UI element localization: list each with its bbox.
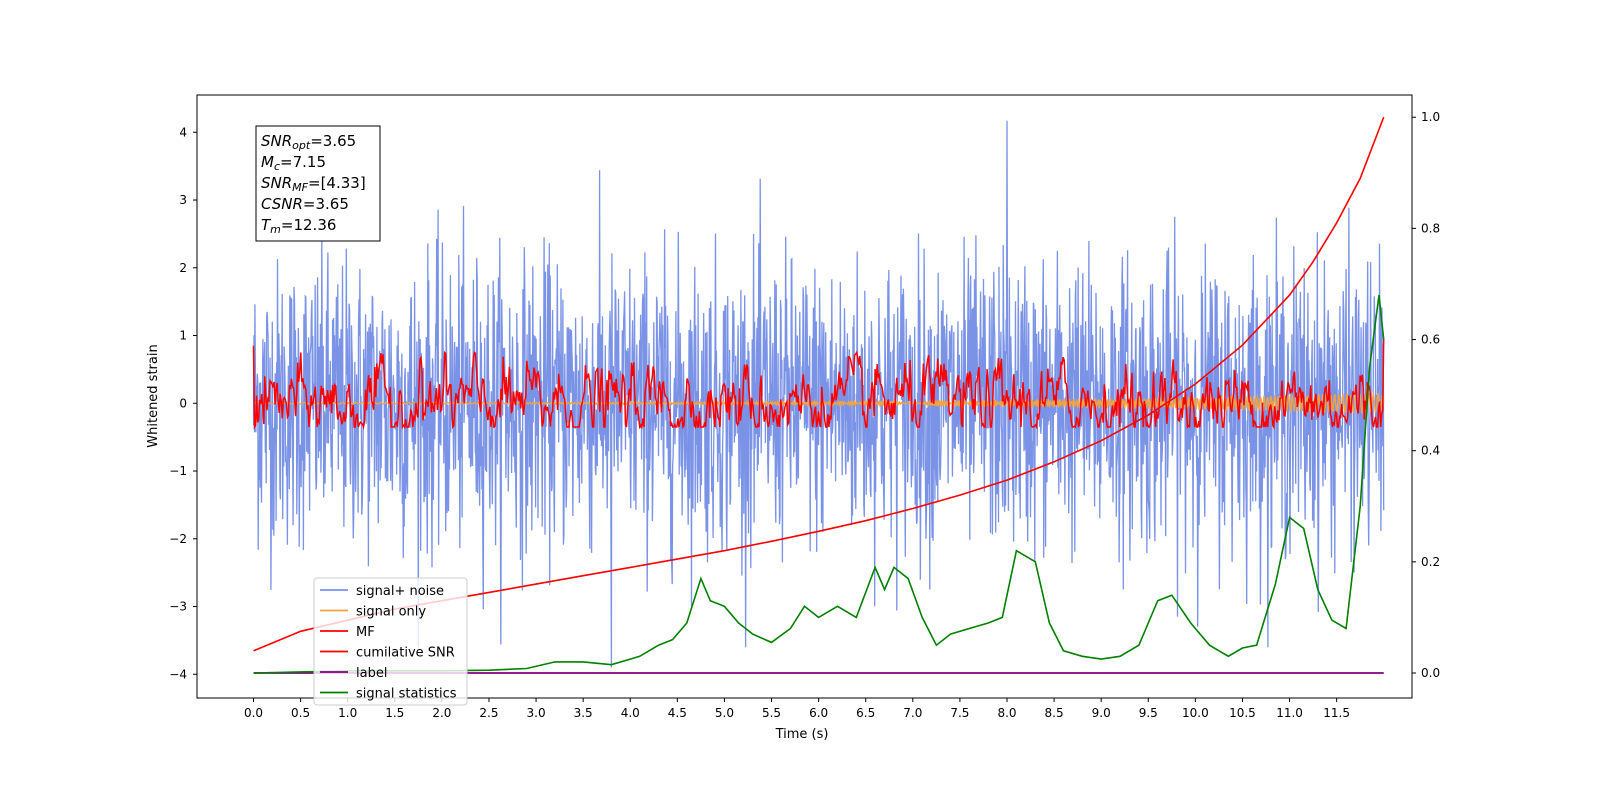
y-tick-label: 1 <box>179 329 187 343</box>
info-box-subscript: opt <box>292 139 311 152</box>
info-box-value: =12.36 <box>281 216 337 234</box>
y-tick-label: −1 <box>169 464 187 478</box>
x-tick-label: 10.5 <box>1229 706 1256 720</box>
x-tick-label: 4.5 <box>668 706 687 720</box>
x-tick-label: 5.5 <box>762 706 781 720</box>
info-box-value: =3.65 <box>303 195 349 213</box>
x-tick-label: 4.0 <box>621 706 640 720</box>
x-tick-label: 1.5 <box>385 706 404 720</box>
info-box-line: Mc=7.15 <box>261 153 326 173</box>
y-tick-label: −2 <box>169 532 187 546</box>
y-axis-label: Whitened strain <box>146 344 161 447</box>
plot-area-frame <box>196 94 1413 699</box>
x-tick-label: 11.0 <box>1276 706 1303 720</box>
x-tick-label: 3.5 <box>574 706 593 720</box>
info-box-value: =3.65 <box>310 132 356 150</box>
x-tick-label: 6.0 <box>809 706 828 720</box>
x-tick-label: 9.0 <box>1092 706 1111 720</box>
y2-tick-label: 0.4 <box>1421 444 1440 458</box>
legend-entry-label: MF <box>356 625 375 640</box>
y-tick-label: 2 <box>179 261 187 275</box>
y-tick-label: −4 <box>169 667 187 681</box>
info-box-subscript: m <box>270 223 281 236</box>
y-tick-label: 0 <box>179 396 187 410</box>
x-tick-label: 9.5 <box>1139 706 1158 720</box>
x-tick-label: 7.0 <box>903 706 922 720</box>
legend-entry-label: signal statistics <box>356 687 457 702</box>
x-tick-label: 2.5 <box>479 706 498 720</box>
legend-entry-label: signal only <box>356 605 426 620</box>
info-box-symbol: SNR <box>261 174 292 192</box>
x-tick-label: 10.0 <box>1182 706 1209 720</box>
y-tick-label: 4 <box>179 125 187 139</box>
x-axis-label: Time (s) <box>775 727 829 742</box>
legend: signal+ noise signal only MF cumilative SNR… <box>313 577 468 706</box>
x-tick-label: 5.0 <box>715 706 734 720</box>
info-box-frame <box>255 125 381 242</box>
x-tick-label: 7.5 <box>950 706 969 720</box>
info-box-line: CSNR=3.65 <box>261 195 349 213</box>
y-tick-label: 3 <box>179 193 187 207</box>
legend-entry-label: label <box>356 666 387 681</box>
x-tick-label: 1.0 <box>338 706 357 720</box>
x-tick-label: 3.0 <box>527 706 546 720</box>
y2-tick-label: 0.2 <box>1421 555 1440 569</box>
series-signal-statistics-line <box>253 294 1385 674</box>
x-tick-label: 0.0 <box>244 706 263 720</box>
y2-tick-label: 1.0 <box>1421 110 1440 124</box>
info-box: SNRopt=3.65Mc=7.15SNRMF=[4.33]CSNR=3.65T… <box>255 125 381 242</box>
info-box-symbol: CSNR <box>261 195 303 213</box>
legend-entry-label: cumilative SNR <box>356 646 455 661</box>
info-box-value: =[4.33] <box>308 174 366 192</box>
x-tick-label: 6.5 <box>856 706 875 720</box>
y2-tick-label: 0.6 <box>1421 333 1440 347</box>
info-box-symbol: M <box>261 153 274 171</box>
info-box-value: =7.15 <box>280 153 326 171</box>
series-mf-line <box>252 338 1385 430</box>
info-box-symbol: T <box>261 216 272 234</box>
x-tick-label: 0.5 <box>291 706 310 720</box>
y2-tick-label: 0.8 <box>1421 221 1440 235</box>
y2-tick-label: 0.0 <box>1421 666 1440 680</box>
x-tick-label: 2.0 <box>432 706 451 720</box>
x-tick-label: 8.0 <box>997 706 1016 720</box>
info-box-subscript: MF <box>292 181 308 194</box>
info-box-line: SNRMF=[4.33] <box>261 174 366 194</box>
legend-frame <box>313 577 468 706</box>
y-tick-label: −3 <box>169 600 187 614</box>
info-box-subscript: c <box>274 160 280 173</box>
x-tick-label: 8.5 <box>1045 706 1064 720</box>
legend-entry-label: signal+ noise <box>356 584 444 599</box>
info-box-line: Tm=12.36 <box>261 216 336 236</box>
info-box-line: SNRopt=3.65 <box>261 132 356 152</box>
info-box-symbol: SNR <box>261 132 292 150</box>
x-tick-label: 11.5 <box>1323 706 1350 720</box>
